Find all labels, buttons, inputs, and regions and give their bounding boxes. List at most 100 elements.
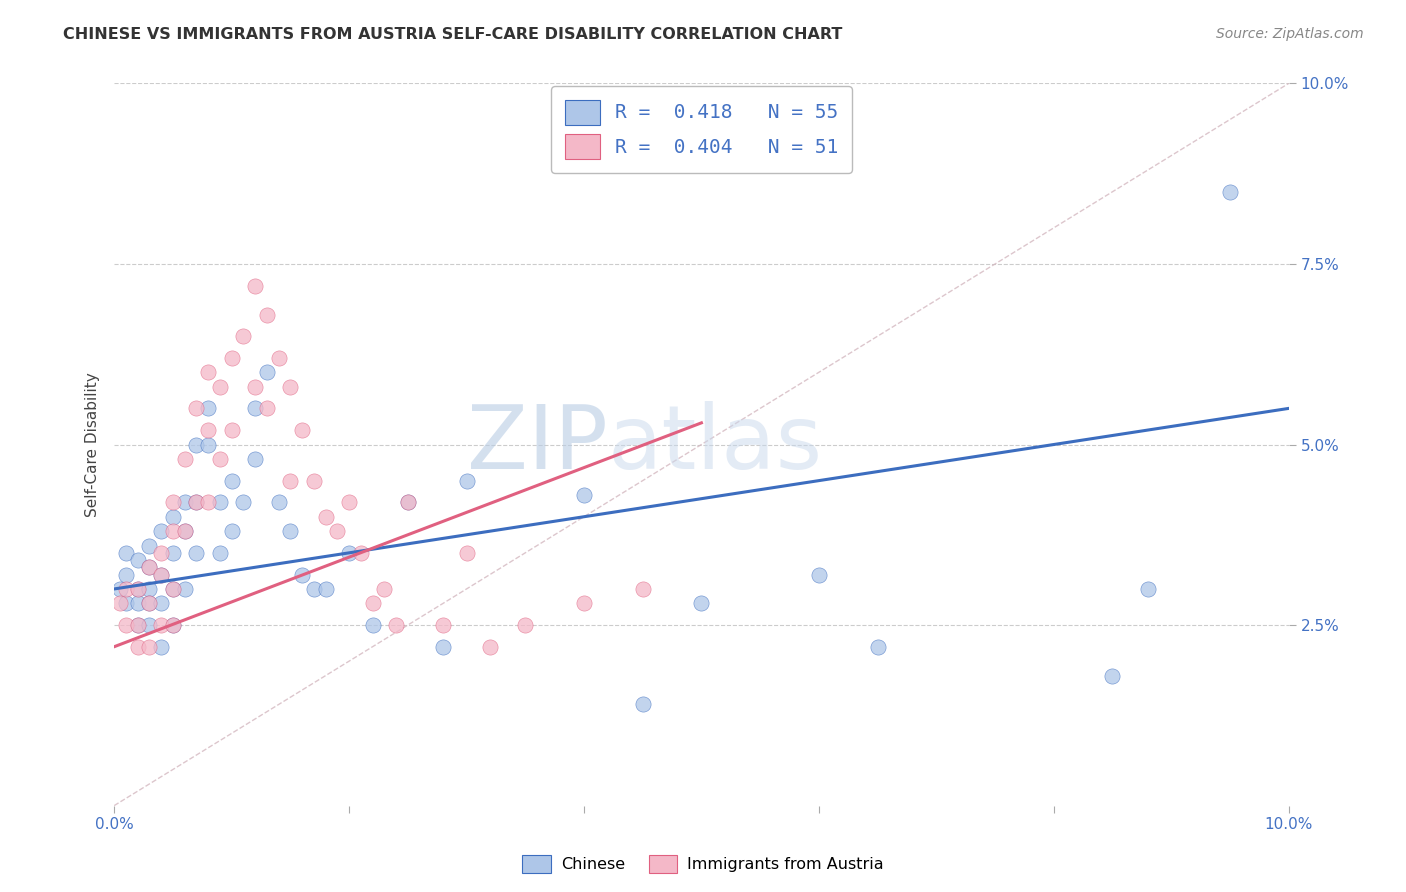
Point <box>162 582 184 596</box>
Text: ZIP: ZIP <box>467 401 607 488</box>
Point <box>197 365 219 379</box>
Point <box>138 560 160 574</box>
Point <box>456 474 478 488</box>
Y-axis label: Self-Care Disability: Self-Care Disability <box>86 372 100 516</box>
Text: CHINESE VS IMMIGRANTS FROM AUSTRIA SELF-CARE DISABILITY CORRELATION CHART: CHINESE VS IMMIGRANTS FROM AUSTRIA SELF-… <box>63 27 842 42</box>
Point <box>162 509 184 524</box>
Point <box>138 640 160 654</box>
Point <box>315 582 337 596</box>
Point <box>197 423 219 437</box>
Point <box>197 437 219 451</box>
Point <box>173 452 195 467</box>
Point <box>115 618 138 632</box>
Point <box>361 618 384 632</box>
Text: Source: ZipAtlas.com: Source: ZipAtlas.com <box>1216 27 1364 41</box>
Point <box>186 437 208 451</box>
Point <box>162 582 184 596</box>
Point <box>162 524 184 538</box>
Point <box>243 380 266 394</box>
Point <box>221 474 243 488</box>
Point <box>115 567 138 582</box>
Point <box>256 401 278 416</box>
Point <box>291 567 314 582</box>
Point <box>127 596 149 610</box>
Point <box>208 495 231 509</box>
Point <box>138 582 160 596</box>
Point <box>138 618 160 632</box>
Point <box>315 509 337 524</box>
Point <box>127 582 149 596</box>
Point <box>479 640 502 654</box>
Point <box>572 488 595 502</box>
Point <box>150 618 173 632</box>
Point <box>385 618 408 632</box>
Point <box>208 380 231 394</box>
Point <box>221 524 243 538</box>
Point <box>127 640 149 654</box>
Point <box>127 582 149 596</box>
Point <box>515 618 537 632</box>
Point <box>150 596 173 610</box>
Point <box>1101 668 1123 682</box>
Point <box>127 553 149 567</box>
Point <box>280 474 302 488</box>
Point <box>396 495 419 509</box>
Point <box>456 546 478 560</box>
Point <box>173 524 195 538</box>
Point <box>115 582 138 596</box>
Point <box>572 596 595 610</box>
Point <box>337 546 360 560</box>
Point <box>432 640 454 654</box>
Point <box>208 452 231 467</box>
Point <box>138 596 160 610</box>
Point <box>350 546 373 560</box>
Point <box>280 380 302 394</box>
Point <box>208 546 231 560</box>
Point <box>108 582 131 596</box>
Point <box>186 546 208 560</box>
Point <box>127 618 149 632</box>
Legend: R =  0.418   N = 55, R =  0.404   N = 51: R = 0.418 N = 55, R = 0.404 N = 51 <box>551 86 852 173</box>
Point <box>256 308 278 322</box>
Point <box>432 618 454 632</box>
Point <box>162 618 184 632</box>
Point <box>173 524 195 538</box>
Point <box>280 524 302 538</box>
Point <box>150 567 173 582</box>
Point <box>1219 185 1241 199</box>
Point <box>186 495 208 509</box>
Point <box>243 278 266 293</box>
Point <box>150 640 173 654</box>
Point <box>150 524 173 538</box>
Point <box>173 495 195 509</box>
Point <box>221 351 243 365</box>
Point <box>186 495 208 509</box>
Text: atlas: atlas <box>607 401 823 488</box>
Point <box>108 596 131 610</box>
Point <box>115 596 138 610</box>
Point <box>173 582 195 596</box>
Point <box>267 351 290 365</box>
Point <box>150 567 173 582</box>
Point <box>267 495 290 509</box>
Point <box>186 401 208 416</box>
Point <box>162 495 184 509</box>
Point <box>291 423 314 437</box>
Point <box>256 365 278 379</box>
Point <box>337 495 360 509</box>
Point <box>197 495 219 509</box>
Point <box>631 698 654 712</box>
Point <box>197 401 219 416</box>
Point <box>162 618 184 632</box>
Point <box>807 567 830 582</box>
Point <box>396 495 419 509</box>
Point <box>221 423 243 437</box>
Point <box>631 582 654 596</box>
Point <box>302 582 325 596</box>
Point <box>138 560 160 574</box>
Point <box>690 596 713 610</box>
Point <box>115 546 138 560</box>
Point <box>232 329 254 343</box>
Legend: Chinese, Immigrants from Austria: Chinese, Immigrants from Austria <box>516 848 890 880</box>
Point <box>138 596 160 610</box>
